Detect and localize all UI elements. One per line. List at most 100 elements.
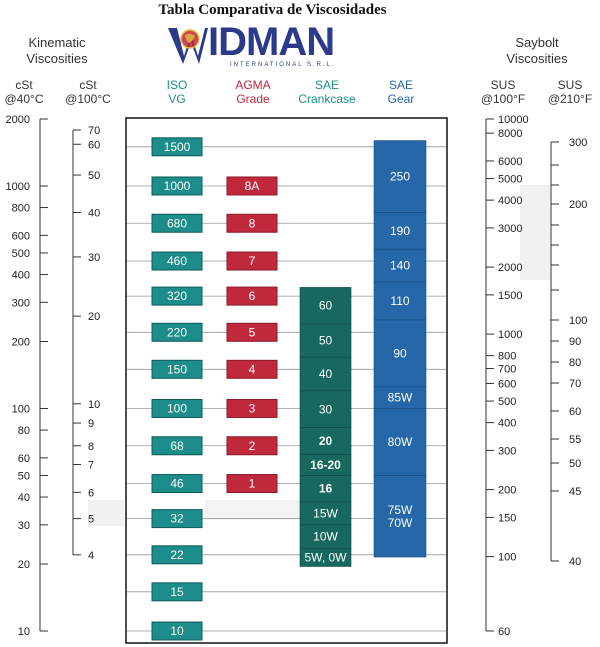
iso-vg-label: 22 xyxy=(170,548,184,562)
tick-label: 60 xyxy=(18,453,30,465)
globe-w-icon xyxy=(168,28,208,64)
agma-label: 8 xyxy=(249,216,256,230)
tick-label: 300 xyxy=(569,137,587,149)
sae-gear-segment xyxy=(373,319,427,388)
agma-box xyxy=(226,398,278,418)
tick-label: 1000 xyxy=(6,181,30,193)
widman-logo: IDMAN INTERNATIONAL S.R.L. xyxy=(168,20,368,70)
tick-label: 100 xyxy=(569,315,587,327)
agma-box xyxy=(226,213,278,233)
tick-label: 8 xyxy=(88,441,94,453)
iso-vg-label: 46 xyxy=(170,477,184,491)
tick-label: 6 xyxy=(88,487,94,499)
iso-vg-column: 1500 1000 680 460 320 220 150 100 68 46 32 22 15 10 xyxy=(151,137,203,641)
agma-label: 1 xyxy=(249,477,256,491)
sae-gear-segment xyxy=(373,408,427,476)
tick-label: 60 xyxy=(569,406,581,418)
chart-title: Tabla Comparativa de Viscosidades xyxy=(158,2,387,18)
iso-vg-label: 68 xyxy=(170,439,184,453)
sae-crankcase-segment xyxy=(299,323,352,358)
sae-crankcase-label: 16-20 xyxy=(310,458,341,472)
sae-crankcase-label: 20 xyxy=(319,434,333,448)
tick-label: 600 xyxy=(498,378,516,390)
tick-label: 80 xyxy=(569,357,581,369)
tick-label: 100 xyxy=(498,552,516,564)
agma-box xyxy=(226,322,278,342)
tick-label: 6000 xyxy=(498,156,522,168)
tick-label: 200 xyxy=(12,337,30,349)
agma-box xyxy=(226,251,278,271)
sae-crankcase-label: 16 xyxy=(319,482,333,496)
tick-label: 200 xyxy=(569,199,587,211)
sae-gear-label: 90 xyxy=(393,346,407,360)
sae-crankcase-label: 30 xyxy=(319,402,333,416)
tick-label: 2000 xyxy=(6,114,30,126)
iso-vg-label: 1000 xyxy=(164,179,191,193)
sae-crankcase-label: 5W, 0W xyxy=(304,550,347,564)
iso-vg-box xyxy=(151,398,203,418)
agma-box xyxy=(226,474,278,494)
tick-label: 200 xyxy=(498,485,516,497)
tick-label: 5 xyxy=(88,514,94,526)
tick-label: 50 xyxy=(88,170,100,182)
tick-label: 1500 xyxy=(498,290,522,302)
tick-label: 70 xyxy=(88,125,100,137)
tick-label: 55 xyxy=(569,434,581,446)
tick-label: 300 xyxy=(12,297,30,309)
iso-vg-label: 150 xyxy=(167,362,187,376)
agma-box xyxy=(226,176,278,196)
tick-label: 45 xyxy=(569,486,581,498)
tick-label: 30 xyxy=(18,520,30,532)
agma-label: 6 xyxy=(249,289,256,303)
agma-box xyxy=(226,286,278,306)
sae-crankcase-label: 60 xyxy=(319,299,333,313)
sae-crankcase-label: 50 xyxy=(319,334,333,348)
sae-gear-label: 70W xyxy=(388,516,413,530)
tick-label: 600 xyxy=(12,230,30,242)
sae-gear-header: SAE Gear xyxy=(387,78,415,106)
sae-gear-segment xyxy=(373,248,427,283)
iso-vg-label: 10 xyxy=(170,624,184,638)
iso-vg-box xyxy=(151,176,203,196)
tick-label: 9 xyxy=(88,418,94,430)
tick-label: 700 xyxy=(498,364,516,376)
tick-label: 20 xyxy=(18,559,30,571)
iso-vg-box xyxy=(151,621,203,641)
sae-crankcase-segment xyxy=(299,390,352,428)
shade-band xyxy=(520,185,550,280)
tick-label: 10000 xyxy=(498,114,529,126)
iso-vg-box xyxy=(151,286,203,306)
tick-label: 60 xyxy=(88,139,100,151)
sae-gear-label: 85W xyxy=(388,391,413,405)
sae-gear-segment xyxy=(373,475,427,558)
agma-label: 3 xyxy=(249,401,256,415)
sae-crankcase-column: 60 50 40 30 20 16-20 16 15W 10W 5W, 0W xyxy=(299,287,352,567)
tick-label: 50 xyxy=(18,470,30,482)
tick-label: 400 xyxy=(12,270,30,282)
iso-vg-label: 460 xyxy=(167,254,187,268)
axis-cst100: 70 60 50 40 30 20 10 9 8 7 6 5 4 xyxy=(72,125,100,562)
iso-vg-box xyxy=(151,545,203,565)
iso-vg-box xyxy=(151,213,203,233)
tick-label: 4000 xyxy=(498,195,522,207)
tick-label: 40 xyxy=(88,208,100,220)
logo-subtitle: INTERNATIONAL S.R.L. xyxy=(230,62,336,68)
iso-vg-box xyxy=(151,137,203,157)
tick-label: 500 xyxy=(12,248,30,260)
iso-vg-box xyxy=(151,359,203,379)
tick-label: 8000 xyxy=(498,128,522,140)
sae-crankcase-segment xyxy=(299,356,352,392)
tick-label: 400 xyxy=(498,418,516,430)
sae-gear-label: 75W xyxy=(388,503,413,517)
agma-label: 2 xyxy=(249,439,256,453)
iso-vg-label: 15 xyxy=(170,585,184,599)
sae-gear-segment xyxy=(373,212,427,250)
iso-vg-box xyxy=(151,509,203,529)
tick-label: 800 xyxy=(498,351,516,363)
axis-cst40: 2000 1000 800 600 500 400 300 200 100 80 60 50 40 30 2… xyxy=(6,114,48,638)
agma-box xyxy=(226,436,278,456)
tick-label: 300 xyxy=(498,445,516,457)
sae-crankcase-segment xyxy=(299,427,352,455)
tick-label: 50 xyxy=(569,458,581,470)
